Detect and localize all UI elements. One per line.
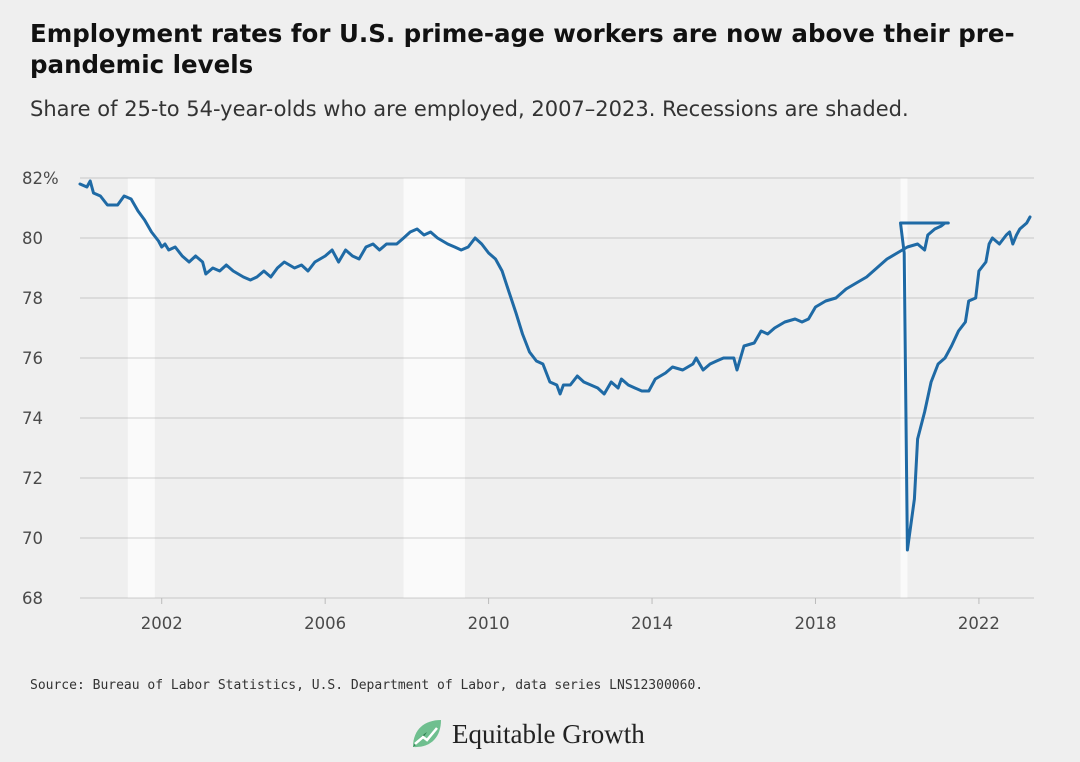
y-tick-label: 70 xyxy=(22,529,43,548)
y-tick-label: 76 xyxy=(22,349,43,368)
y-tick-label: 82% xyxy=(22,169,59,188)
recession-band xyxy=(900,178,908,598)
recession-band xyxy=(403,178,465,598)
y-tick-label: 78 xyxy=(22,289,43,308)
y-tick-label: 80 xyxy=(22,229,43,248)
series-group xyxy=(78,179,1032,552)
x-tick-label: 2010 xyxy=(468,614,510,633)
brand-name: Equitable Growth xyxy=(452,718,645,749)
source-note: Source: Bureau of Labor Statistics, U.S.… xyxy=(30,678,704,693)
x-axis-ticks: 2002 2006 2010 2014 2018 2022 xyxy=(141,598,1000,633)
x-tick-label: 2002 xyxy=(141,614,183,633)
y-axis-ticks: 68 70 72 74 76 78 80 82% xyxy=(22,169,59,608)
y-tick-label: 72 xyxy=(22,469,43,488)
y-tick-label: 68 xyxy=(22,589,43,608)
x-tick-label: 2014 xyxy=(631,614,673,633)
x-tick-label: 2022 xyxy=(958,614,1000,633)
x-tick-label: 2006 xyxy=(304,614,346,633)
recession-band xyxy=(127,178,155,598)
chart-subtitle: Share of 25-to 54-year-olds who are empl… xyxy=(30,97,909,121)
x-tick-label: 2018 xyxy=(794,614,836,633)
chart-title: Employment rates for U.S. prime-age work… xyxy=(30,19,1015,79)
series-line xyxy=(78,179,1032,552)
y-tick-label: 74 xyxy=(22,409,43,428)
brand-logo: Equitable Growth xyxy=(410,716,645,752)
equitable-growth-leaf-logo-icon xyxy=(413,720,441,748)
